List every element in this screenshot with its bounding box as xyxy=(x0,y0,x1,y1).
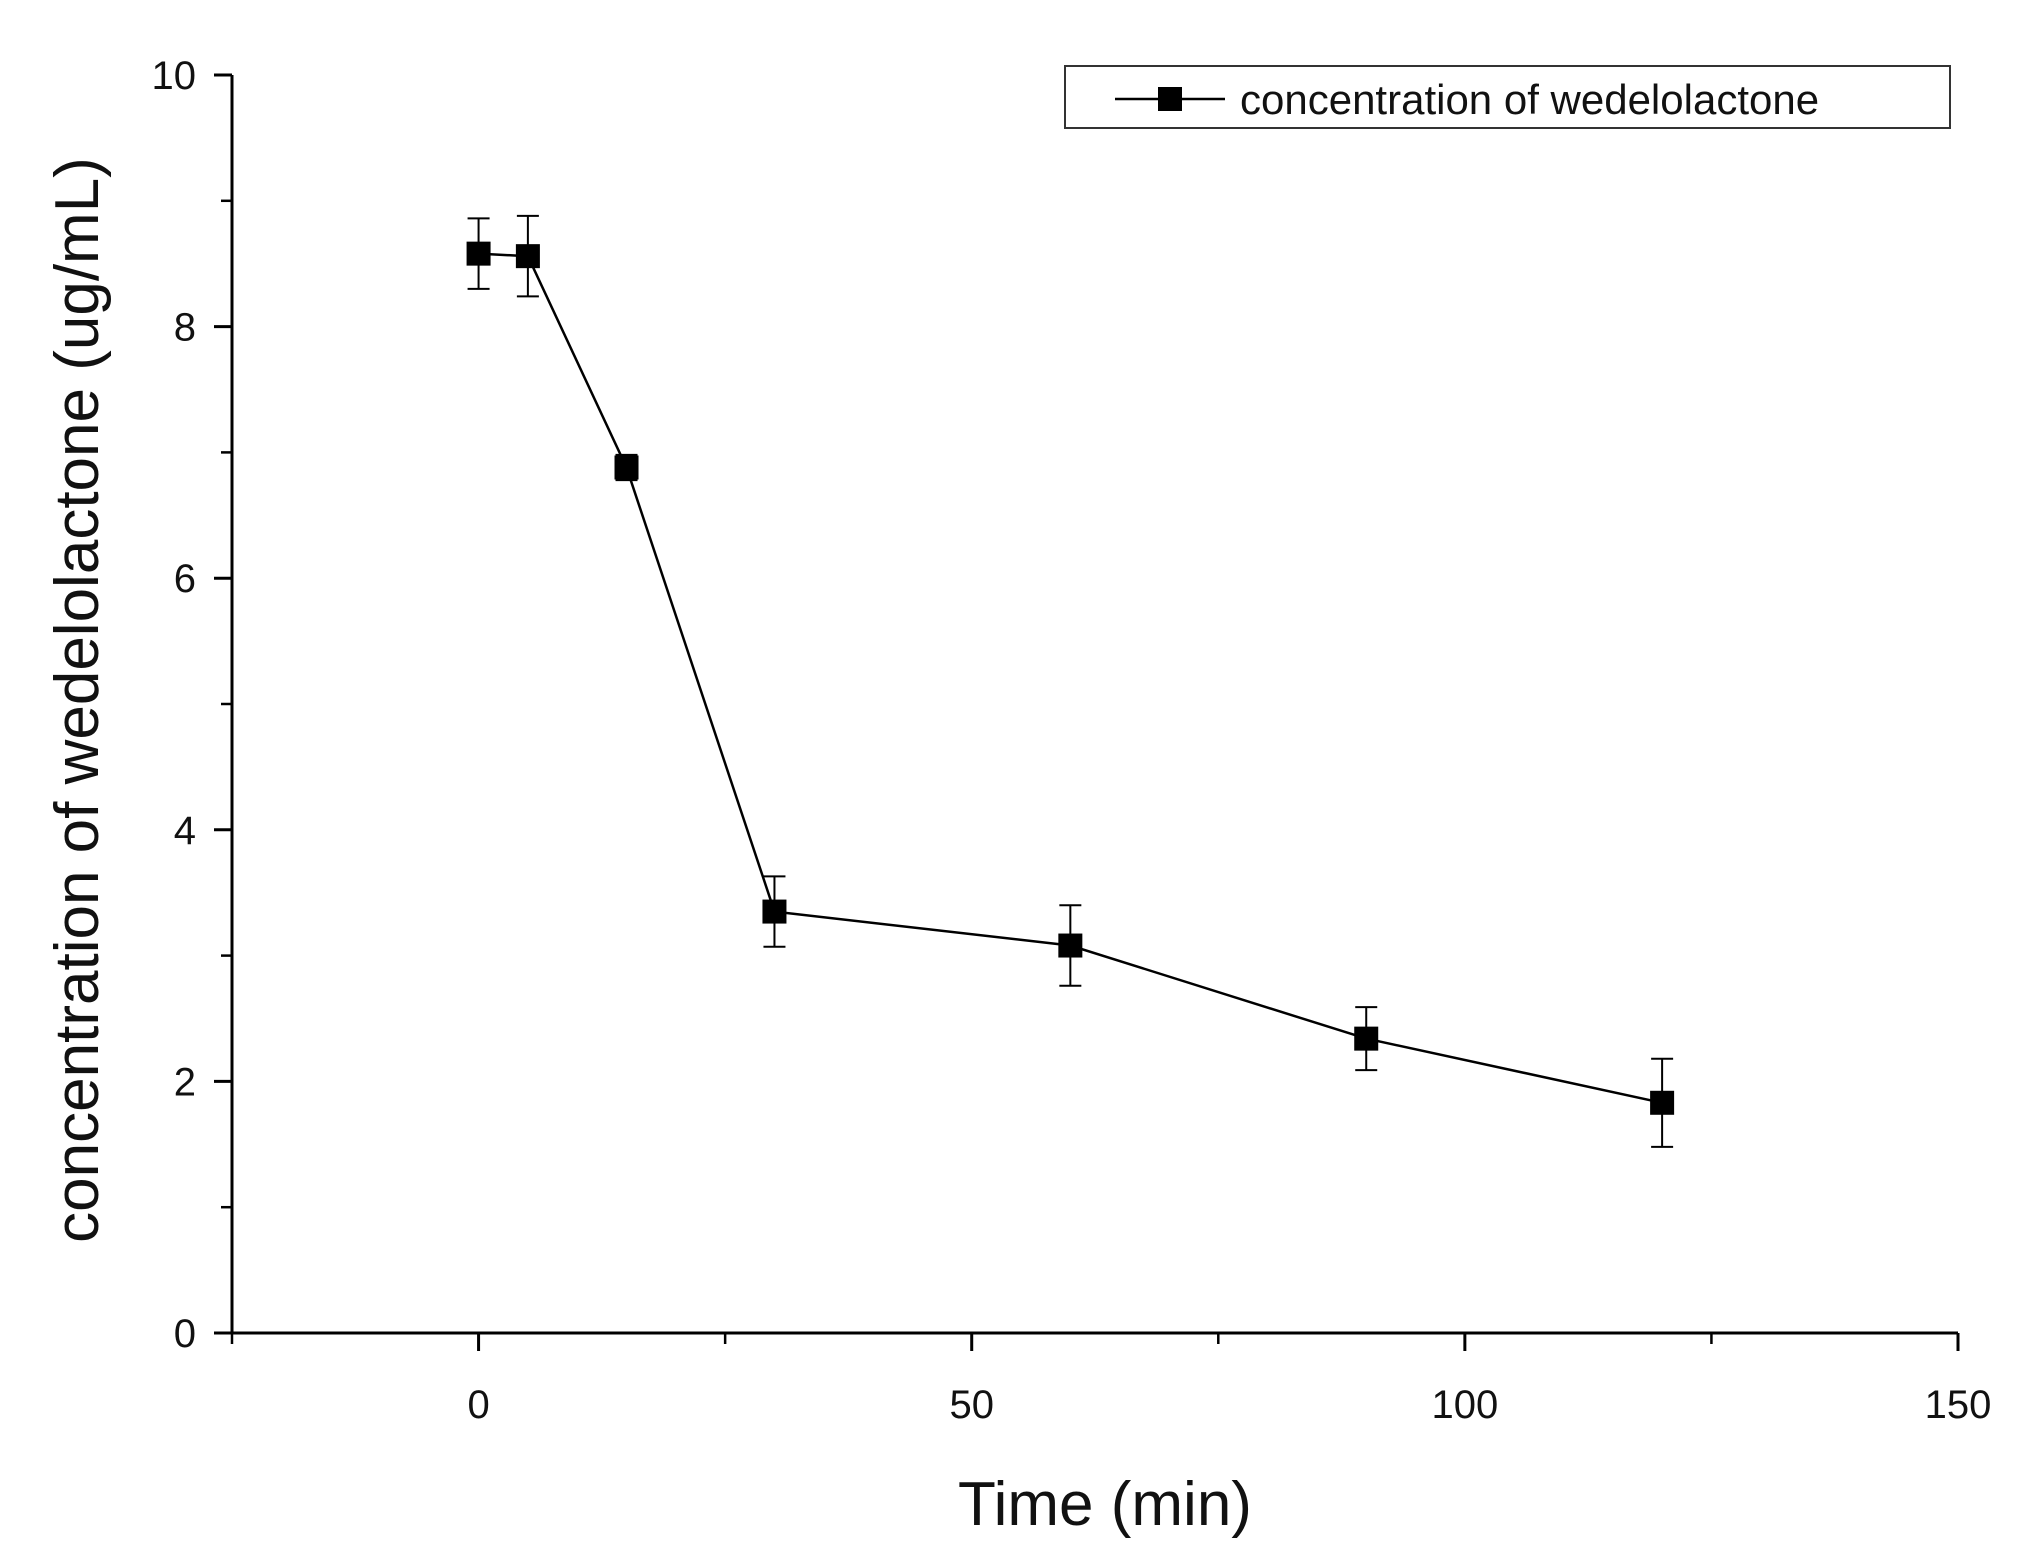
legend-box xyxy=(1064,65,1951,129)
legend-label: concentration of wedelolactone xyxy=(1240,76,1819,123)
data-point xyxy=(614,455,639,480)
legend-marker-square xyxy=(1158,87,1182,111)
y-tick-label: 2 xyxy=(174,1060,196,1104)
data-point xyxy=(515,244,540,269)
x-tick-label: 50 xyxy=(949,1383,994,1427)
y-tick-label: 0 xyxy=(174,1312,196,1356)
x-axis-title: Time (min) xyxy=(958,1470,1252,1539)
data-point xyxy=(762,899,787,924)
x-tick-label: 100 xyxy=(1431,1383,1498,1427)
data-point xyxy=(1650,1090,1675,1115)
data-point xyxy=(1354,1026,1379,1051)
y-tick-label: 8 xyxy=(174,306,196,350)
legend: concentration of wedelolactone xyxy=(1064,65,1951,129)
series-layer xyxy=(466,214,1675,1148)
y-tick-label: 10 xyxy=(152,54,197,98)
axes-layer: 0 50 100 150 0 2 4 6 8 10 xyxy=(152,54,1992,1427)
x-tick-label: 150 xyxy=(1925,1383,1992,1427)
data-point xyxy=(1058,933,1083,958)
x-tick-label: 0 xyxy=(467,1383,489,1427)
y-tick-label: 6 xyxy=(174,557,196,601)
y-axis-title: concentration of wedelolactone (ug/mL) xyxy=(43,157,112,1243)
y-tick-label: 4 xyxy=(174,809,196,853)
data-point xyxy=(466,241,491,266)
